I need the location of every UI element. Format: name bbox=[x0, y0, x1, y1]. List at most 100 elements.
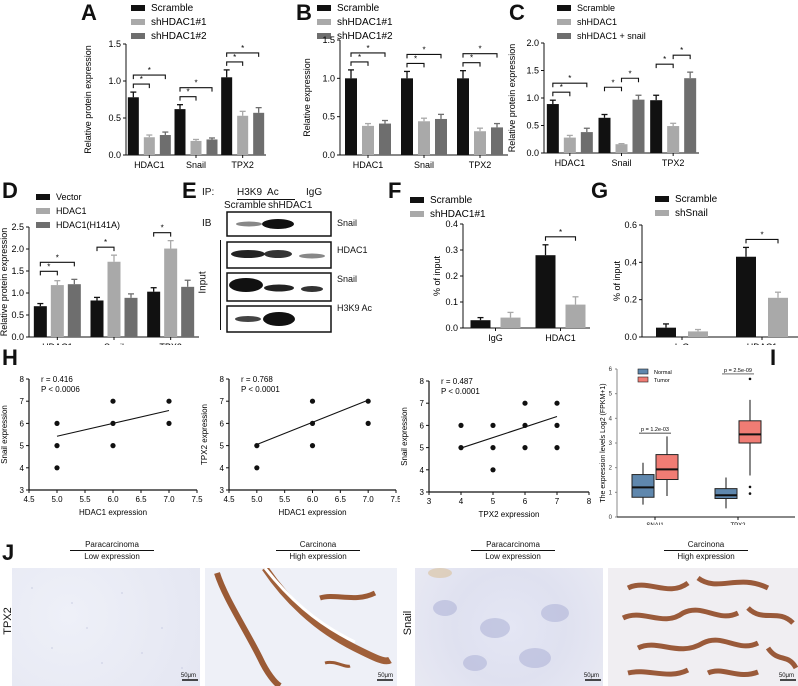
svg-text:7: 7 bbox=[20, 397, 25, 406]
svg-text:Relative protein expression: Relative protein expression bbox=[507, 44, 517, 153]
svg-text:HDAC1(H141A): HDAC1(H141A) bbox=[56, 220, 120, 230]
svg-text:2.0: 2.0 bbox=[526, 38, 539, 48]
legend-item: HDAC1 bbox=[36, 206, 87, 216]
svg-text:SNAI1: SNAI1 bbox=[646, 523, 664, 525]
svg-text:p = 1.2e-03: p = 1.2e-03 bbox=[641, 427, 669, 433]
svg-text:0.2: 0.2 bbox=[624, 295, 637, 305]
svg-text:Snail expression: Snail expression bbox=[0, 405, 9, 464]
data-point bbox=[554, 445, 560, 451]
svg-text:*: * bbox=[628, 69, 631, 78]
svg-text:5: 5 bbox=[609, 392, 613, 398]
panel-label-c: C bbox=[509, 0, 525, 25]
svg-text:7: 7 bbox=[220, 397, 225, 406]
svg-text:6: 6 bbox=[20, 419, 25, 428]
svg-text:0.6: 0.6 bbox=[624, 220, 637, 230]
panel-label-j: J bbox=[2, 540, 15, 565]
svg-text:0.5: 0.5 bbox=[322, 112, 335, 122]
svg-text:*: * bbox=[422, 45, 425, 54]
panel-label-i: I bbox=[770, 345, 777, 370]
svg-text:TPX2: TPX2 bbox=[469, 160, 492, 170]
svg-text:*: * bbox=[470, 54, 473, 63]
svg-text:*: * bbox=[186, 88, 189, 97]
svg-text:*: * bbox=[241, 44, 244, 53]
svg-text:*: * bbox=[358, 53, 361, 62]
svg-text:6.0: 6.0 bbox=[307, 495, 319, 504]
svg-text:4: 4 bbox=[609, 416, 613, 422]
scatter-plot-h3: 3 4 5 6 7 8 3 4 5 6 7 8 TPX2 expression Snail express… bbox=[400, 377, 592, 519]
svg-text:*: * bbox=[56, 253, 59, 262]
data-point bbox=[110, 443, 116, 449]
data-point bbox=[554, 400, 560, 406]
ihc-image-snail-carcinoma: 50μm bbox=[608, 568, 798, 686]
svg-text:TPX2: TPX2 bbox=[662, 158, 685, 168]
legend-item: shHDAC1#2 bbox=[131, 31, 207, 42]
svg-text:5.0: 5.0 bbox=[51, 495, 63, 504]
bar-chart-a: Scramble shHDAC1#1 shHDAC1#2 0.0 0.5 1.0 1.5 Re… bbox=[83, 3, 266, 170]
svg-text:Relative expression: Relative expression bbox=[302, 58, 312, 137]
blot-label-hdac1: HDAC1 bbox=[337, 245, 368, 255]
svg-text:*: * bbox=[680, 46, 683, 55]
svg-text:7: 7 bbox=[555, 497, 560, 506]
legend-item: Scramble bbox=[655, 194, 718, 205]
svg-text:Vector: Vector bbox=[56, 192, 82, 202]
svg-text:Scramble: Scramble bbox=[675, 194, 718, 205]
scale-bar-label: 50μm bbox=[377, 673, 393, 679]
svg-text:shHDAC1#2: shHDAC1#2 bbox=[337, 31, 393, 42]
svg-text:p = 2.5e-09: p = 2.5e-09 bbox=[724, 368, 752, 374]
ip-divider bbox=[237, 199, 295, 200]
data-point bbox=[110, 398, 116, 404]
data-point bbox=[54, 443, 60, 449]
svg-text:1.0: 1.0 bbox=[526, 93, 539, 103]
bar-chart-d: Vector HDAC1 HDAC1(H141A) 0.0 0.5 1.0 1.5 2.0 2.… bbox=[0, 192, 199, 345]
svg-text:IgG: IgG bbox=[488, 333, 503, 343]
svg-text:TPX2: TPX2 bbox=[730, 523, 746, 525]
svg-text:P < 0.0001: P < 0.0001 bbox=[241, 385, 280, 394]
svg-text:HDAC1 expression: HDAC1 expression bbox=[278, 508, 346, 517]
svg-text:6: 6 bbox=[609, 367, 613, 373]
data-point bbox=[254, 465, 260, 471]
svg-text:8: 8 bbox=[20, 375, 25, 384]
svg-text:shHDAC1#1: shHDAC1#1 bbox=[337, 17, 393, 28]
data-point bbox=[554, 422, 560, 428]
svg-text:1.0: 1.0 bbox=[11, 288, 24, 298]
data-point bbox=[490, 422, 496, 428]
svg-text:0.4: 0.4 bbox=[445, 219, 458, 229]
svg-text:0.2: 0.2 bbox=[445, 271, 458, 281]
svg-text:*: * bbox=[478, 45, 481, 54]
ihc-image-snail-paracarcinoma: 50μm bbox=[415, 568, 603, 686]
data-point bbox=[166, 420, 172, 426]
bar-chart-c: Scramble shHDAC1 shHDAC1 + snail 0.0 0.5 1.0 1… bbox=[507, 3, 699, 168]
svg-text:6: 6 bbox=[420, 421, 425, 430]
input-label: Input bbox=[197, 271, 209, 294]
svg-text:1.5: 1.5 bbox=[11, 266, 24, 276]
svg-text:*: * bbox=[233, 53, 236, 62]
data-point bbox=[254, 443, 260, 449]
scale-bar-label: 50μm bbox=[180, 673, 196, 679]
svg-text:6.5: 6.5 bbox=[335, 495, 347, 504]
svg-text:*: * bbox=[611, 78, 614, 87]
svg-text:HDAC1: HDAC1 bbox=[747, 342, 778, 345]
svg-text:0.0: 0.0 bbox=[445, 323, 458, 333]
svg-text:TPX2 expression: TPX2 expression bbox=[479, 510, 540, 519]
scatter-plot-h2: 3 4 5 6 7 8 4.5 5.0 5.5 6.0 6.5 7.0 7.5 HDAC1 express… bbox=[200, 375, 400, 517]
svg-text:*: * bbox=[140, 75, 143, 84]
legend-item: shHDAC1#1 bbox=[410, 209, 486, 220]
legend-item: shHDAC1#2 bbox=[317, 31, 393, 42]
data-point bbox=[309, 443, 316, 449]
box-plot-i: 0 1 2 3 4 5 6 The expression levels Log2 (FPKM+… bbox=[600, 367, 795, 525]
svg-text:4.5: 4.5 bbox=[223, 495, 235, 504]
svg-text:Snail: Snail bbox=[611, 158, 631, 168]
svg-text:5.5: 5.5 bbox=[79, 495, 91, 504]
svg-text:Relative protein expression: Relative protein expression bbox=[0, 228, 9, 337]
data-point bbox=[110, 420, 116, 426]
ip-h3k9ac-label: H3K9 Ac bbox=[237, 187, 279, 198]
svg-text:7.5: 7.5 bbox=[390, 495, 400, 504]
ip-label: IP: bbox=[202, 187, 215, 198]
svg-text:7.0: 7.0 bbox=[363, 495, 375, 504]
data-point bbox=[458, 445, 464, 451]
input-bracket bbox=[220, 240, 221, 330]
svg-text:0.5: 0.5 bbox=[11, 310, 24, 320]
svg-text:5.0: 5.0 bbox=[251, 495, 263, 504]
svg-text:0.0: 0.0 bbox=[624, 332, 637, 342]
legend-item: shHDAC1 + snail bbox=[557, 31, 646, 41]
